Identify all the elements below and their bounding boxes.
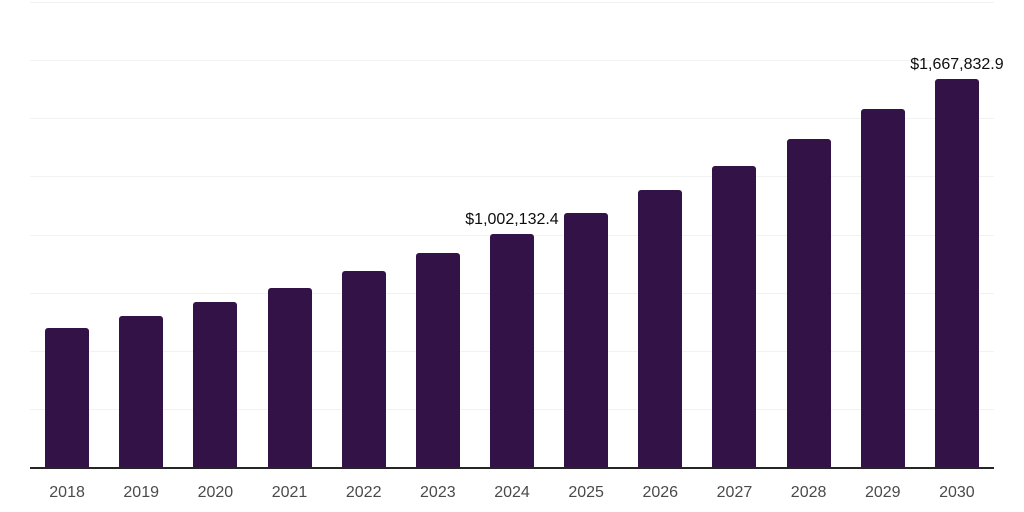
- x-tick-2019: 2019: [123, 484, 159, 501]
- x-tick-2025: 2025: [568, 484, 604, 501]
- x-tick-2030: 2030: [939, 484, 975, 501]
- data-label-2024: $1,002,132.4: [465, 211, 559, 228]
- bar-2027[interactable]: [712, 166, 757, 467]
- x-tick-2018: 2018: [49, 484, 85, 501]
- x-tick-2023: 2023: [420, 484, 456, 501]
- x-tick-2029: 2029: [864, 484, 901, 501]
- x-tick-2022: 2022: [345, 484, 382, 501]
- bar-2022[interactable]: [341, 271, 386, 467]
- x-tick-2021: 2021: [271, 484, 308, 501]
- bar-2018[interactable]: [45, 327, 90, 467]
- bar-2028[interactable]: [786, 139, 831, 467]
- gridline: [30, 118, 994, 120]
- bar-2019[interactable]: [119, 315, 164, 467]
- x-tick-2028: 2028: [790, 484, 827, 501]
- x-tick-2020: 2020: [197, 484, 234, 501]
- gridline: [30, 60, 994, 62]
- x-tick-2027: 2027: [716, 484, 753, 501]
- bar-2026[interactable]: [638, 190, 683, 467]
- bar-2024[interactable]: [490, 234, 534, 467]
- bar-2029[interactable]: [860, 109, 905, 467]
- gridline: [30, 176, 994, 178]
- bar-2020[interactable]: [193, 301, 238, 467]
- bar-2023[interactable]: [415, 253, 460, 467]
- bar-2030[interactable]: [934, 79, 979, 467]
- bar-2021[interactable]: [267, 287, 312, 467]
- x-tick-2026: 2026: [642, 484, 679, 501]
- data-label-2030: $1,667,832.9: [910, 56, 1004, 74]
- gridline: [30, 2, 994, 3]
- x-axis-line: [30, 467, 994, 469]
- bar-2025[interactable]: [564, 213, 609, 467]
- x-tick-2024: 2024: [494, 484, 530, 501]
